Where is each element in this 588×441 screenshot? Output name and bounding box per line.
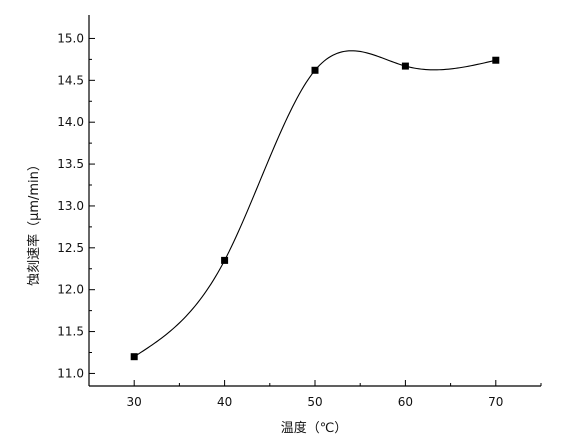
y-tick-label: 13.5 <box>57 157 84 171</box>
data-point <box>221 256 229 264</box>
y-tick-label: 13.0 <box>57 199 84 213</box>
series <box>130 50 500 361</box>
y-tick-label: 12.0 <box>57 283 84 297</box>
data-point <box>311 66 319 74</box>
y-tick-label: 11.0 <box>57 366 84 380</box>
y-axis-label: 蚀刻速率（μm/min） <box>26 158 42 286</box>
ticks: 11.0 11.5 12.0 12.5 13.0 13.5 14.0 14.5 15.0 30 40… <box>57 31 542 409</box>
data-point <box>130 353 138 361</box>
y-tick-label: 11.5 <box>57 325 84 339</box>
x-tick-label: 40 <box>217 395 232 409</box>
y-tick-label: 14.5 <box>57 73 84 87</box>
x-tick-label: 70 <box>488 395 503 409</box>
x-tick-label: 60 <box>398 395 413 409</box>
series-line <box>133 50 496 358</box>
y-tick-label: 14.0 <box>57 115 84 129</box>
data-point <box>401 62 409 70</box>
y-tick-label: 15.0 <box>57 31 84 45</box>
x-tick-label: 50 <box>307 395 322 409</box>
x-tick-label: 30 <box>127 395 142 409</box>
y-tick-label: 12.5 <box>57 241 84 255</box>
x-axis-label: 温度（℃） <box>281 420 348 436</box>
data-point <box>492 56 500 64</box>
